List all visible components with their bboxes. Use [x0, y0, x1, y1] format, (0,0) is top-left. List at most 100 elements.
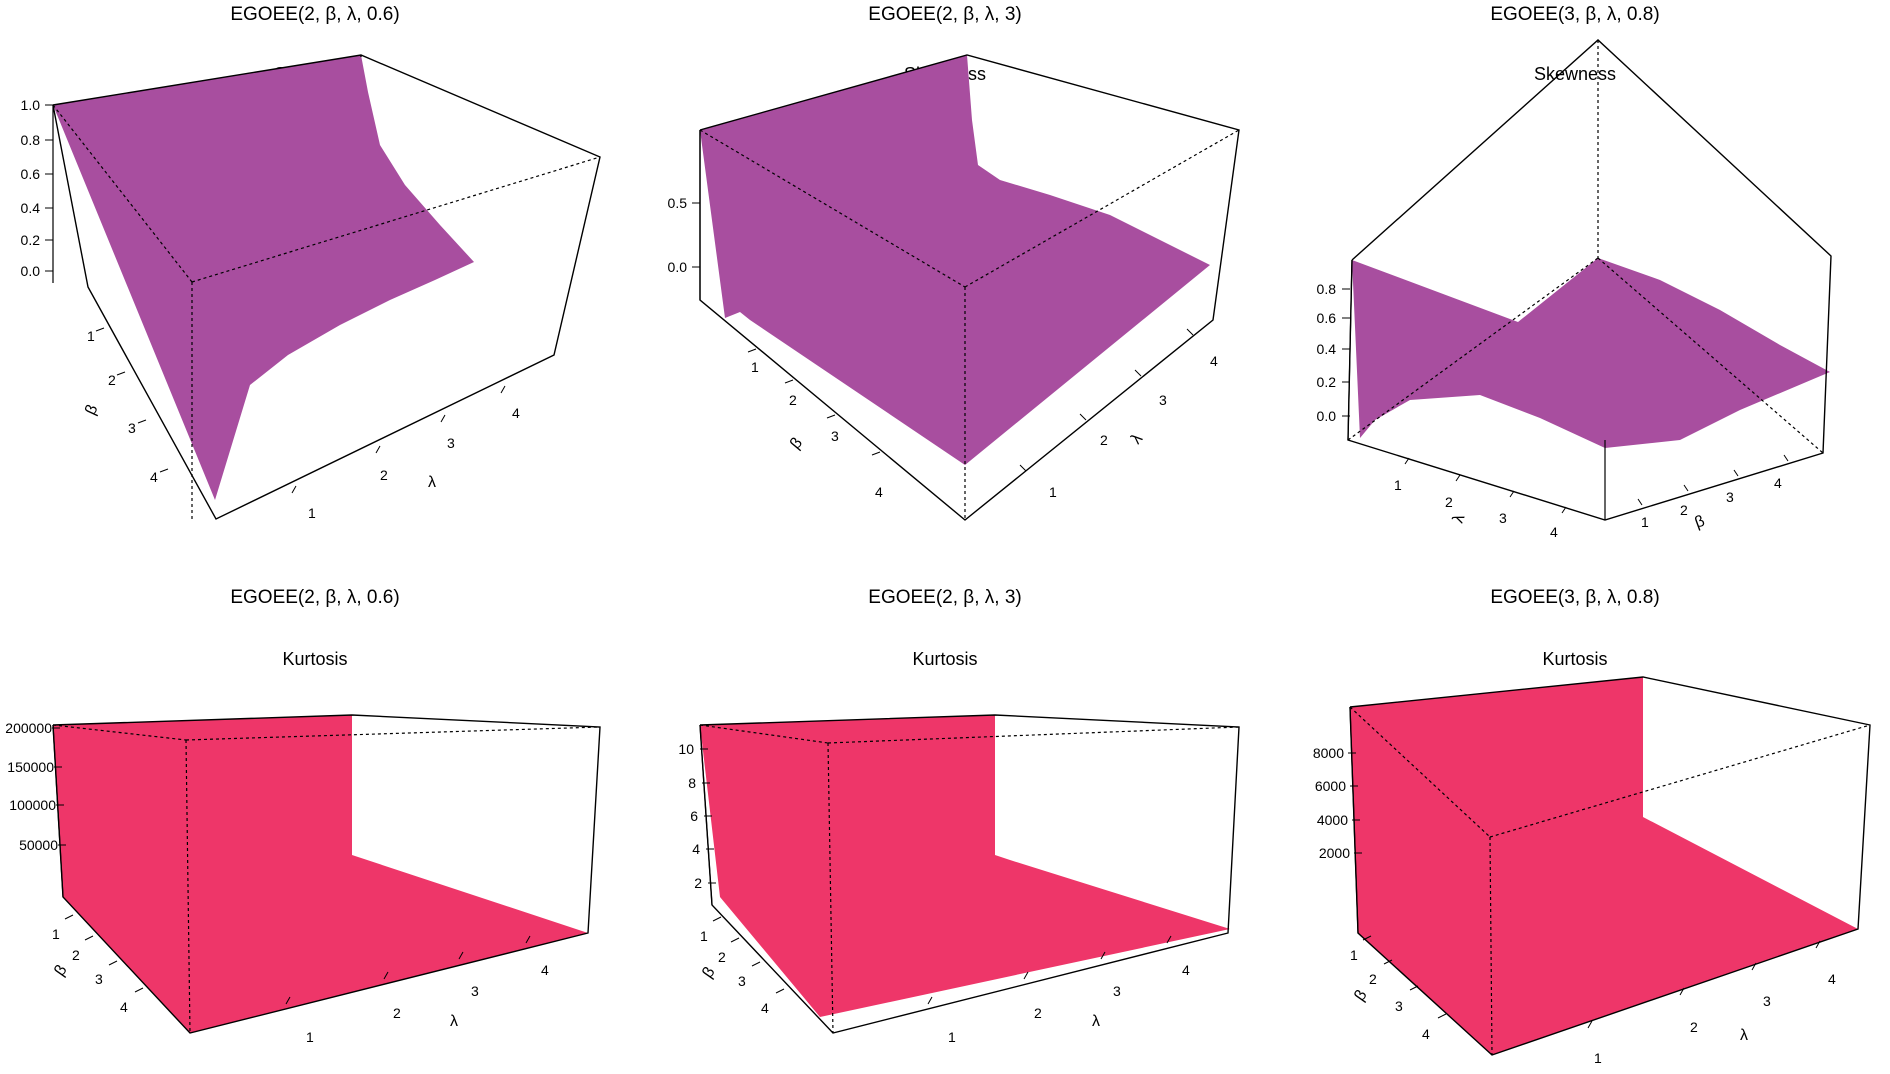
beta-tick [1437, 1013, 1447, 1019]
beta-tick [871, 451, 881, 456]
z-axis: 1.0 0.8 0.6 0.4 0.2 0.0 [21, 97, 54, 283]
lambda-tick [1023, 971, 1029, 980]
z-tick-label: 8000 [1313, 745, 1344, 761]
beta-tick [1362, 935, 1372, 941]
beta-tick-label: 3 [1726, 489, 1734, 505]
frame-hidden-line [52, 104, 193, 283]
lambda-tick [1455, 474, 1461, 482]
beta-tick-label: 2 [718, 949, 726, 965]
beta-tick [747, 348, 757, 353]
frame-hidden-line [191, 156, 601, 283]
beta-tick-label: 3 [95, 971, 103, 987]
beta-tick-label: 4 [761, 1000, 769, 1016]
lambda-tick-label: 1 [1394, 477, 1402, 493]
chart-title: EGOEE(2, β, λ, 3) [868, 4, 1022, 25]
chart-title: EGOEE(2, β, λ, 3) [868, 587, 1022, 608]
lambda-tick-label: 3 [447, 435, 455, 451]
frame-hidden-line [185, 739, 191, 1034]
lambda-tick-label: 2 [393, 1005, 401, 1021]
lambda-tick-label: 4 [1182, 962, 1190, 978]
z-axis: 200000 150000 100000 50000 [5, 720, 66, 898]
beta-tick [64, 914, 74, 920]
frame-hidden-line [52, 724, 187, 741]
beta-tick [95, 327, 105, 332]
beta-tick-label: 4 [1422, 1026, 1430, 1042]
z-tick-label: 6000 [1315, 778, 1346, 794]
lambda-tick [1509, 490, 1515, 498]
beta-tick-label: 2 [108, 372, 116, 388]
z-tick-label: 0.6 [1317, 310, 1337, 326]
frame-hidden-line [1349, 706, 1491, 838]
beta-tick [1383, 959, 1393, 965]
z-tick-label: 1.0 [21, 97, 41, 113]
z-tick-label: 0.8 [1317, 281, 1337, 297]
beta-tick-label: 3 [128, 420, 136, 436]
chart-title: EGOEE(3, β, λ, 0.8) [1490, 4, 1660, 25]
surface-plot: 200000 150000 100000 50000 1 2 3 4 β [5, 714, 601, 1045]
lambda-axis: 1 2 3 4 λ [291, 385, 520, 521]
beta-tick [108, 960, 118, 966]
beta-axis-label: β [699, 964, 718, 981]
beta-tick-label: 4 [120, 999, 128, 1015]
z-tick-label: 0.4 [21, 200, 41, 216]
lambda-tick [383, 971, 389, 980]
beta-tick-label: 4 [875, 484, 883, 500]
z-tick-label: 200000 [5, 720, 52, 736]
z-tick-label: 0.2 [21, 232, 41, 248]
beta-tick [84, 935, 94, 941]
z-tick-label: 0.4 [1317, 341, 1337, 357]
axis-line [699, 724, 713, 906]
z-tick-label: 2000 [1319, 845, 1350, 861]
lambda-tick [291, 485, 297, 494]
beta-tick-label: 2 [789, 392, 797, 408]
lambda-tick-label: 1 [308, 505, 316, 521]
lambda-tick-label: 1 [1594, 1050, 1602, 1066]
z-tick-label: 0.0 [1317, 408, 1337, 424]
lambda-tick [1587, 1020, 1593, 1029]
beta-tick-label: 1 [751, 359, 759, 375]
beta-tick-label: 3 [738, 973, 746, 989]
surface [700, 55, 1210, 465]
z-tick-label: 150000 [7, 759, 54, 775]
surface-plot: 8000 6000 4000 2000 1 2 3 4 β [1313, 676, 1871, 1066]
z-tick-label: 50000 [19, 837, 58, 853]
z-tick-label: 0.2 [1317, 374, 1337, 390]
chart-subtitle: Kurtosis [282, 649, 348, 669]
beta-tick-label: 1 [52, 926, 60, 942]
lambda-tick-label: 3 [1113, 983, 1121, 999]
beta-tick-label: 1 [1641, 514, 1649, 530]
z-tick-label: 4 [692, 841, 700, 857]
surface [1350, 677, 1858, 1055]
beta-tick [159, 468, 169, 473]
chart-title: EGOEE(2, β, λ, 0.6) [230, 4, 400, 25]
lambda-tick-label: 2 [1034, 1005, 1042, 1021]
lambda-tick [1404, 457, 1410, 465]
z-tick-label: 0.6 [21, 166, 41, 182]
beta-tick-label: 1 [1350, 947, 1358, 963]
beta-tick [784, 379, 794, 384]
lambda-tick [1815, 940, 1821, 949]
beta-tick-label: 4 [150, 469, 158, 485]
lambda-axis-label: λ [450, 1013, 458, 1030]
surface-plot: 0.8 0.6 0.4 0.2 0.0 1 2 3 4 λ [1317, 39, 1832, 540]
lambda-tick [500, 385, 506, 394]
beta-axis: 1 2 3 4 β [1637, 454, 1789, 532]
beta-tick-label: 1 [87, 328, 95, 344]
lambda-tick-label: 3 [1499, 510, 1507, 526]
beta-tick [730, 937, 740, 943]
beta-tick [1733, 469, 1739, 477]
lambda-tick [1166, 935, 1172, 944]
lambda-axis: 1 2 3 4 λ [285, 935, 549, 1045]
beta-tick-label: 2 [1680, 502, 1688, 518]
lambda-axis-label: λ [428, 474, 436, 491]
chart-subtitle: Kurtosis [1542, 649, 1608, 669]
beta-tick [1683, 484, 1689, 492]
beta-tick [134, 987, 144, 993]
chart-title: EGOEE(3, β, λ, 0.8) [1490, 587, 1660, 608]
z-tick-label: 6 [690, 808, 698, 824]
z-axis: 10 8 6 4 2 [678, 724, 716, 906]
lambda-tick-label: 1 [1049, 484, 1057, 500]
beta-axis-label: β [82, 402, 101, 418]
beta-axis-label: β [1351, 987, 1370, 1004]
